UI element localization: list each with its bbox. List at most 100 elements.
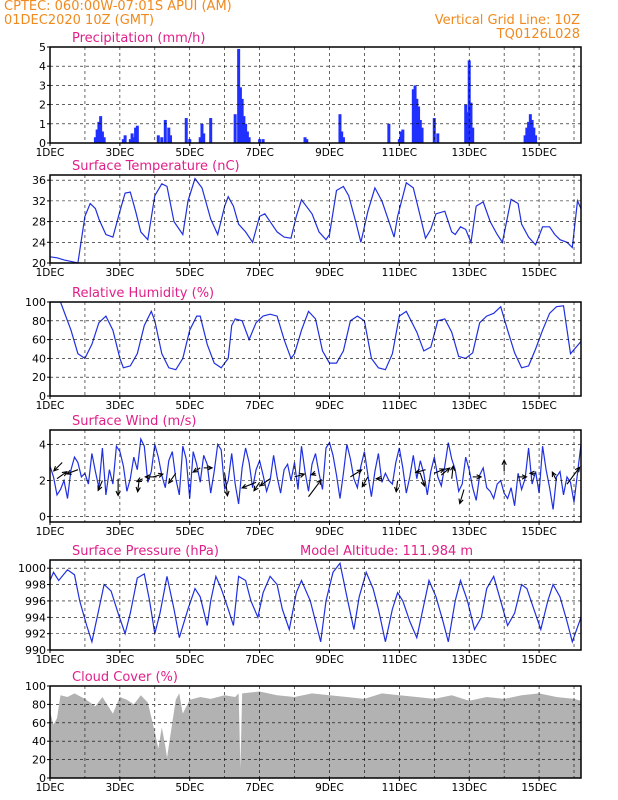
- y-tick-label: 40: [32, 735, 46, 748]
- x-tick-label: 5DEC: [175, 654, 204, 666]
- x-tick-label: 1DEC: [36, 782, 65, 794]
- precip-bar: [97, 121, 101, 143]
- precip-bar: [525, 127, 529, 143]
- precip-bar: [411, 89, 415, 143]
- precip-bar: [200, 123, 204, 143]
- wind-arrow-head: [528, 470, 535, 476]
- wind-arrow: [459, 489, 465, 504]
- x-tick-label: 7DEC: [245, 147, 274, 159]
- x-tick-label: 13DEC: [451, 400, 486, 412]
- panel-6: 0 20 40 60 80 100 1DEC 3DEC 5DEC 7DEC 9DEC 11DEC 13D…: [25, 670, 582, 794]
- y-tick-label: 4: [39, 438, 46, 451]
- y-tick-label: 998: [25, 579, 46, 592]
- y-tick-label: 0: [39, 772, 46, 785]
- panel-frame: [49, 559, 582, 651]
- precip-bar: [135, 125, 139, 143]
- x-tick-label: 11DEC: [382, 267, 417, 279]
- precip-bar: [209, 118, 213, 143]
- series-line: [50, 561, 581, 645]
- x-tick-label: 1DEC: [36, 267, 65, 279]
- panel-2: 20 24 28 32 36 1DEC 3DEC 5DEC 7DEC 9DEC 11DEC 13DEC…: [32, 159, 582, 279]
- panel-1: 0 1 2 3 4 5 1DEC 3DEC 5DEC 7DEC 9DEC 11DEC 13DEC 15DE…: [36, 31, 582, 159]
- header-left-line1: CPTEC: 060:00W-07:01S APUI (AM): [4, 0, 232, 14]
- wind-arrow-head: [135, 477, 142, 483]
- wind-arrow-head: [299, 472, 306, 478]
- precip-bar: [397, 139, 401, 143]
- panel-title: Surface Wind (m/s): [72, 414, 196, 429]
- wind-arrow-head: [192, 467, 199, 473]
- wind-arrow-head: [224, 490, 230, 497]
- y-tick-label: 1000: [18, 562, 46, 575]
- panel-frame: [49, 429, 582, 523]
- header-right-line2: TQ0126L028: [496, 27, 580, 42]
- wind-arrow-head: [253, 485, 259, 492]
- precip-bar: [242, 116, 246, 143]
- panel-data: [50, 302, 581, 371]
- header-left-line2: 01DEC2020 10Z (GMT): [4, 13, 155, 28]
- y-tick-label: 24: [32, 236, 46, 249]
- panel-frame: [49, 685, 582, 779]
- precip-bar: [160, 137, 164, 143]
- precip-bar: [130, 133, 134, 143]
- y-tick-label: 4: [39, 60, 46, 73]
- precip-bar: [245, 131, 249, 143]
- precip-bar: [413, 85, 417, 143]
- precip-bar: [305, 139, 309, 143]
- y-tick-label: 990: [25, 644, 46, 657]
- wind-arrow: [395, 480, 399, 492]
- precip-bar: [261, 139, 265, 143]
- wind-arrow-head: [207, 465, 214, 471]
- wind-arrow: [361, 476, 369, 487]
- header-right-line1: Vertical Grid Line: 10Z: [434, 13, 580, 28]
- wind-arrow-head: [420, 480, 426, 488]
- x-tick-label: 15DEC: [521, 782, 556, 794]
- x-tick-label: 7DEC: [245, 782, 274, 794]
- precip-bar: [338, 114, 342, 143]
- x-tick-label: 11DEC: [382, 526, 417, 538]
- wind-arrow: [294, 473, 305, 478]
- y-tick-label: 80: [32, 315, 46, 328]
- series-line: [50, 177, 581, 263]
- precip-bar: [387, 123, 391, 143]
- wind-arrow-head: [394, 486, 400, 493]
- x-tick-label: 1DEC: [36, 400, 65, 412]
- precip-bar: [436, 133, 440, 143]
- x-tick-label: 7DEC: [245, 526, 274, 538]
- wind-arrow-head: [439, 468, 446, 474]
- y-tick-label: 1: [39, 118, 46, 131]
- precip-bar: [469, 102, 473, 143]
- wind-arrow: [440, 467, 451, 476]
- panel-3: 0 20 40 60 80 100 1DEC 3DEC 5DEC 7DEC 9DEC 11DEC 13D…: [25, 286, 582, 412]
- wind-arrow-head: [168, 478, 174, 485]
- x-tick-label: 7DEC: [245, 400, 274, 412]
- wind-arrow-head: [65, 469, 72, 475]
- panel-frame: [49, 174, 582, 264]
- x-tick-label: 3DEC: [106, 782, 135, 794]
- wind-arrow: [566, 466, 581, 485]
- x-tick-label: 9DEC: [315, 147, 344, 159]
- precip-bar: [247, 137, 251, 143]
- precip-bar: [527, 121, 531, 143]
- y-tick-label: 3: [39, 79, 46, 92]
- precip-bar: [202, 133, 206, 143]
- wind-arrow: [415, 469, 426, 474]
- y-tick-label: 0: [39, 137, 46, 150]
- x-tick-label: 9DEC: [315, 267, 344, 279]
- precip-bar: [417, 106, 421, 143]
- precip-bar: [420, 127, 424, 143]
- wind-arrow-head: [444, 467, 451, 473]
- y-tick-label: 36: [32, 174, 46, 187]
- wind-arrow-head: [458, 498, 464, 505]
- x-tick-label: 15DEC: [521, 526, 556, 538]
- x-tick-label: 11DEC: [382, 400, 417, 412]
- y-tick-label: 28: [32, 216, 46, 229]
- wind-arrow-head: [52, 465, 59, 472]
- y-tick-label: 20: [32, 257, 46, 270]
- precip-bar: [100, 131, 104, 143]
- wind-arrow-head: [144, 474, 151, 480]
- precip-bar: [99, 116, 103, 143]
- precip-bar: [167, 127, 171, 143]
- wind-arrow-head: [356, 469, 363, 475]
- wind-arrow: [66, 469, 79, 475]
